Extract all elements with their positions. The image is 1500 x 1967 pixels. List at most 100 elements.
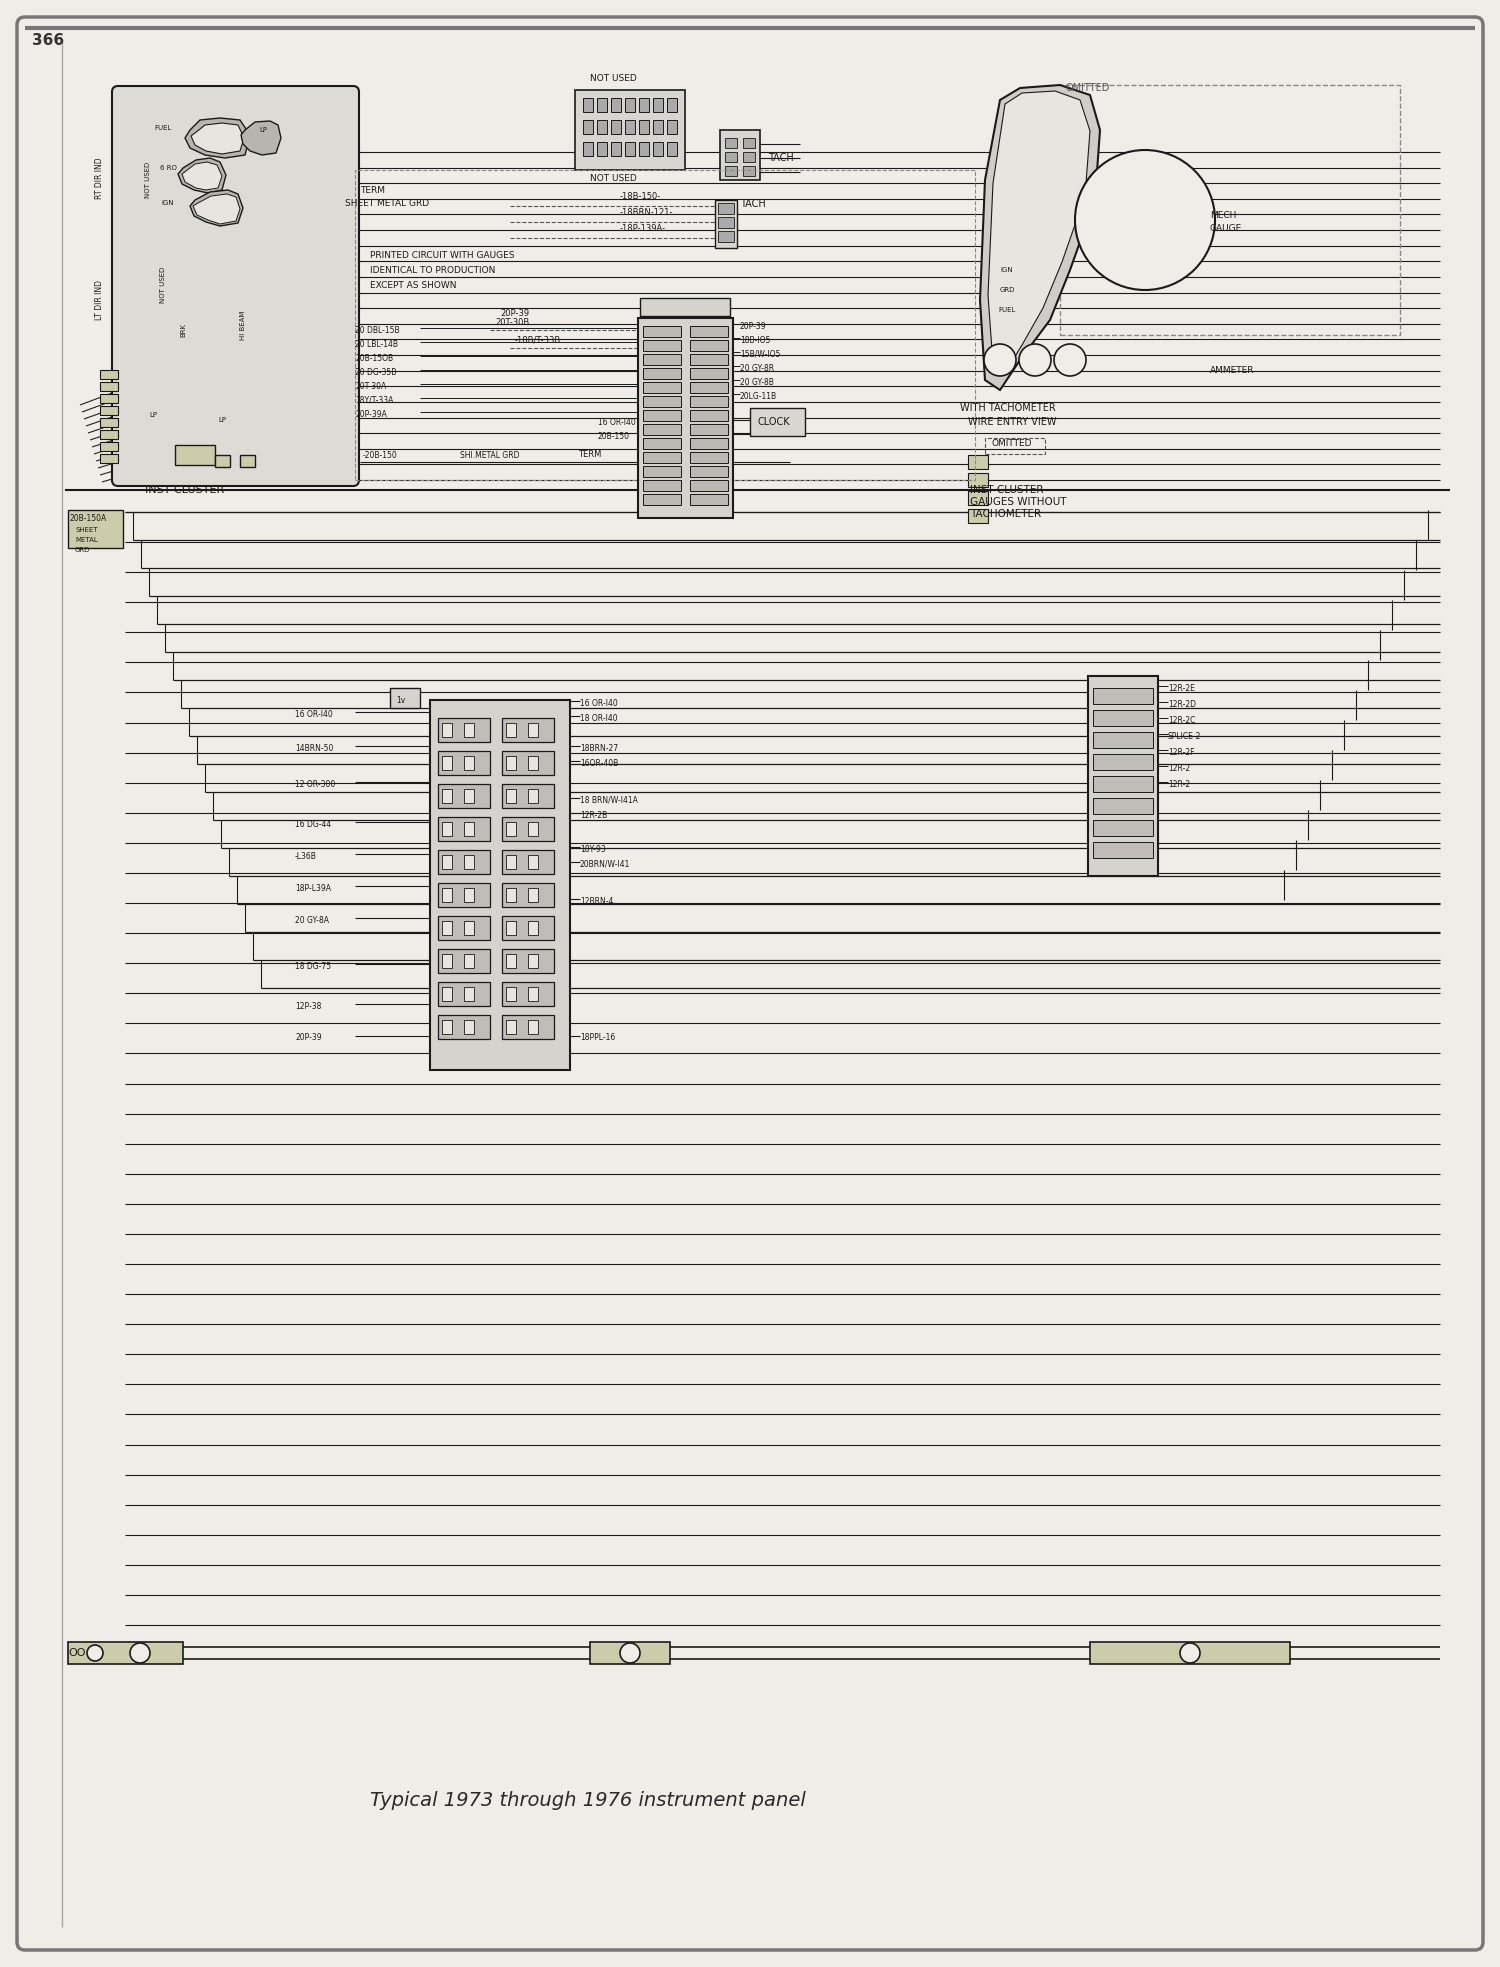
Text: GRD: GRD bbox=[999, 287, 1014, 293]
Text: 12R-2F: 12R-2F bbox=[1168, 747, 1194, 757]
Bar bbox=[100, 370, 118, 380]
Polygon shape bbox=[242, 122, 280, 155]
Text: 20B-150: 20B-150 bbox=[598, 431, 630, 441]
Bar bbox=[528, 921, 538, 934]
Bar bbox=[442, 987, 452, 1001]
Text: 16OR-40B: 16OR-40B bbox=[580, 759, 618, 767]
Circle shape bbox=[130, 1642, 150, 1662]
Bar bbox=[528, 887, 538, 903]
Text: TERM: TERM bbox=[360, 185, 386, 195]
Text: 20B-150A: 20B-150A bbox=[70, 513, 108, 523]
Text: 16 OR-I40: 16 OR-I40 bbox=[296, 710, 333, 718]
Bar bbox=[644, 466, 681, 478]
Text: IGN: IGN bbox=[162, 201, 174, 207]
Bar bbox=[750, 407, 806, 437]
Text: 12R-2: 12R-2 bbox=[1168, 779, 1190, 789]
Text: 12BRN-4: 12BRN-4 bbox=[580, 897, 614, 905]
Polygon shape bbox=[194, 195, 240, 224]
Bar bbox=[1088, 677, 1158, 875]
Bar bbox=[742, 138, 754, 148]
Bar bbox=[438, 948, 491, 974]
Text: 12R-2C: 12R-2C bbox=[1168, 716, 1196, 724]
Bar bbox=[626, 98, 634, 112]
Text: 18B-IO5: 18B-IO5 bbox=[740, 336, 771, 344]
Bar bbox=[464, 1021, 474, 1035]
Text: NOT USED: NOT USED bbox=[146, 161, 152, 199]
Text: 12R-2B: 12R-2B bbox=[580, 810, 608, 820]
Bar bbox=[464, 822, 474, 836]
Bar bbox=[668, 142, 676, 155]
Text: 18Y/T-33A: 18Y/T-33A bbox=[356, 395, 393, 405]
Bar bbox=[690, 340, 728, 350]
Bar bbox=[528, 822, 538, 836]
Text: RT DIR IND: RT DIR IND bbox=[96, 157, 105, 199]
Bar bbox=[626, 120, 634, 134]
Text: 12R-2E: 12R-2E bbox=[1168, 683, 1196, 692]
Bar bbox=[438, 751, 491, 775]
Bar bbox=[506, 921, 516, 934]
Bar bbox=[584, 142, 592, 155]
Bar bbox=[668, 120, 676, 134]
Bar bbox=[356, 169, 975, 480]
Bar bbox=[503, 850, 554, 873]
Bar bbox=[506, 987, 516, 1001]
Bar bbox=[724, 138, 736, 148]
Bar bbox=[430, 700, 570, 1070]
Text: 20BRN/W-I41: 20BRN/W-I41 bbox=[580, 860, 630, 869]
Bar bbox=[639, 98, 650, 112]
Text: INST CLUSTER: INST CLUSTER bbox=[970, 486, 1044, 496]
FancyBboxPatch shape bbox=[112, 87, 358, 486]
Text: 16 OR-I40: 16 OR-I40 bbox=[598, 417, 636, 427]
Bar bbox=[438, 1015, 491, 1039]
Text: OMITTED: OMITTED bbox=[1065, 83, 1110, 92]
Bar bbox=[644, 327, 681, 336]
Bar bbox=[742, 165, 754, 175]
Text: PRINTED CIRCUIT WITH GAUGES: PRINTED CIRCUIT WITH GAUGES bbox=[370, 250, 514, 260]
Text: -L36B: -L36B bbox=[296, 852, 316, 860]
Bar bbox=[503, 751, 554, 775]
Text: WITH TACHOMETER: WITH TACHOMETER bbox=[960, 403, 1056, 413]
Bar bbox=[1094, 753, 1154, 769]
Text: CLOCK: CLOCK bbox=[758, 417, 790, 427]
Bar bbox=[626, 142, 634, 155]
Bar bbox=[724, 165, 736, 175]
Bar bbox=[68, 1642, 183, 1664]
Bar bbox=[1094, 820, 1154, 836]
Text: 20 DBL-15B: 20 DBL-15B bbox=[356, 325, 399, 334]
Text: -18BRN-121-: -18BRN-121- bbox=[620, 207, 674, 216]
Polygon shape bbox=[190, 124, 244, 153]
Bar bbox=[690, 409, 728, 421]
Bar bbox=[639, 120, 650, 134]
Bar bbox=[1060, 85, 1400, 334]
Bar bbox=[690, 480, 728, 492]
Text: 20 DG-35B: 20 DG-35B bbox=[356, 368, 396, 376]
Bar bbox=[506, 755, 516, 769]
Bar bbox=[438, 917, 491, 940]
Bar bbox=[968, 472, 988, 488]
Text: SHEET: SHEET bbox=[75, 527, 98, 533]
Text: Typical 1973 through 1976 instrument panel: Typical 1973 through 1976 instrument pan… bbox=[370, 1790, 806, 1810]
Text: 12P-38: 12P-38 bbox=[296, 1001, 321, 1011]
Circle shape bbox=[984, 344, 1016, 376]
Polygon shape bbox=[178, 157, 226, 193]
Bar bbox=[442, 755, 452, 769]
Bar bbox=[968, 454, 988, 468]
Text: 18BRN-27: 18BRN-27 bbox=[580, 744, 618, 753]
Bar bbox=[506, 822, 516, 836]
Bar bbox=[720, 130, 760, 181]
Bar bbox=[644, 340, 681, 350]
Text: IGN: IGN bbox=[1000, 268, 1014, 273]
Bar bbox=[464, 856, 474, 869]
Text: SHI.METAL GRD: SHI.METAL GRD bbox=[460, 450, 519, 460]
Text: GAUGES WITHOUT: GAUGES WITHOUT bbox=[970, 498, 1066, 507]
Bar bbox=[442, 887, 452, 903]
Text: TACHOMETER: TACHOMETER bbox=[970, 509, 1041, 519]
Bar bbox=[442, 724, 452, 738]
Bar bbox=[464, 789, 474, 803]
Text: 12R-2: 12R-2 bbox=[1168, 763, 1190, 773]
Text: 20P-39: 20P-39 bbox=[296, 1033, 321, 1043]
Text: LT DIR IND: LT DIR IND bbox=[96, 279, 105, 321]
Bar bbox=[590, 1642, 670, 1664]
Text: 20P-39A: 20P-39A bbox=[356, 409, 387, 419]
Text: NOT USED: NOT USED bbox=[160, 268, 166, 303]
